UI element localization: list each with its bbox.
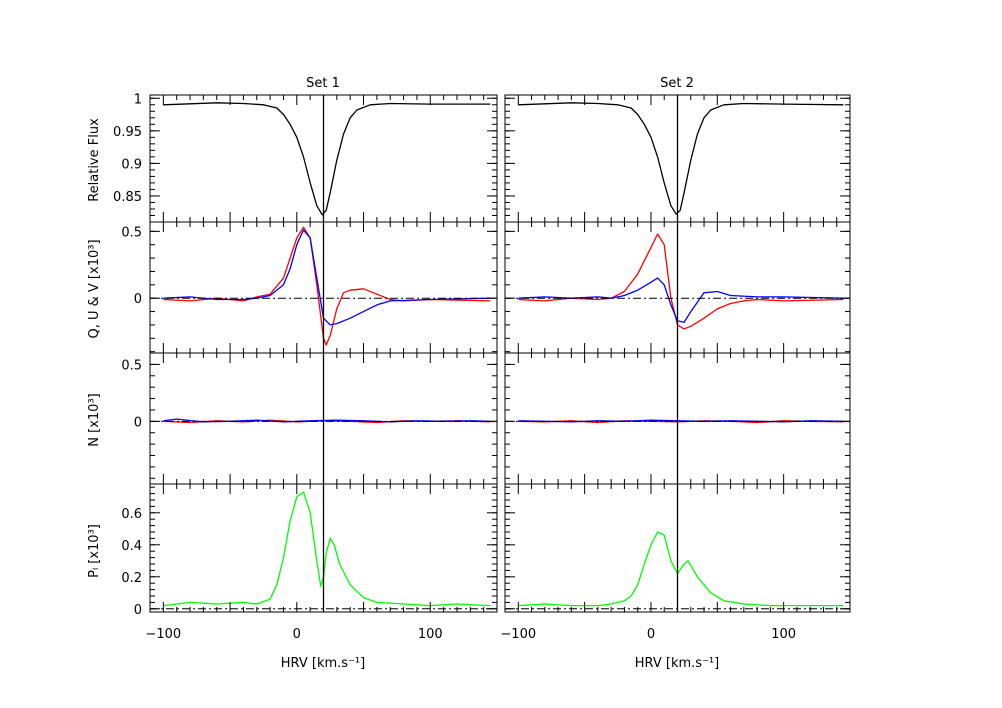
x-axis-label-set-2: HRV [km.s⁻¹] xyxy=(635,656,719,671)
y-tick-label: 0.6 xyxy=(121,507,142,522)
x-tick-label: 100 xyxy=(771,627,796,642)
series-line xyxy=(163,491,491,607)
x-tick-label: 100 xyxy=(418,627,443,642)
series-line xyxy=(518,102,844,215)
x-tick-label: 0 xyxy=(647,627,655,642)
panel-frames xyxy=(149,94,851,613)
series-line xyxy=(163,229,491,326)
series-line xyxy=(163,226,491,346)
y-tick-label: 0.4 xyxy=(121,539,142,554)
y-axis-label-null: N [x10³] xyxy=(87,393,102,446)
y-tick-label: 0 xyxy=(134,603,142,618)
series-line xyxy=(518,277,844,323)
y-tick-label: 0.5 xyxy=(121,225,142,240)
y-tick-label: 1 xyxy=(134,92,142,107)
x-axis-label-set-1: HRV [km.s⁻¹] xyxy=(281,656,365,671)
y-axis-label-relative-flux: Relative Flux xyxy=(87,118,102,202)
column-title-set-2: Set 2 xyxy=(660,76,694,91)
data-curves xyxy=(163,102,844,607)
series-line xyxy=(518,233,844,330)
y-tick-label: 0.5 xyxy=(121,358,142,373)
x-tick-label: −100 xyxy=(500,627,536,642)
series-line xyxy=(518,531,844,607)
y-tick-label: 0 xyxy=(134,415,142,430)
column-title-set-1: Set 1 xyxy=(306,76,340,91)
y-tick-label: 0.9 xyxy=(121,157,142,172)
x-tick-label: −100 xyxy=(145,627,181,642)
series-line xyxy=(163,102,491,216)
y-tick-label: 0.2 xyxy=(121,571,142,586)
y-tick-label: 0 xyxy=(134,292,142,307)
y-tick-label: 0.95 xyxy=(113,125,142,140)
y-tick-label: 0.85 xyxy=(113,190,142,205)
y-axis-label-pl: Pₗ [x10³] xyxy=(87,524,102,578)
x-tick-label: 0 xyxy=(293,627,301,642)
y-axis-label-quv: Q, U & V [x10³] xyxy=(87,239,102,338)
